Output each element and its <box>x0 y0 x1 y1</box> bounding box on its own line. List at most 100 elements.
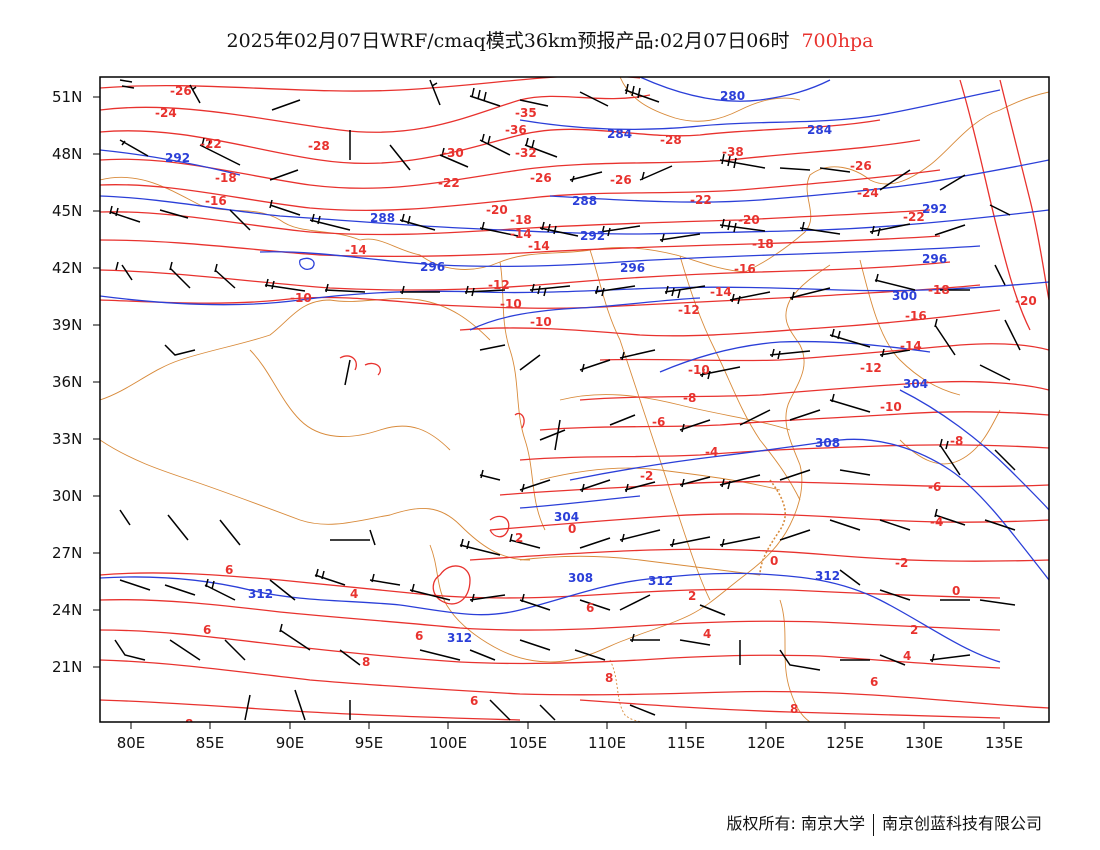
lon-label: 85E <box>196 734 225 752</box>
theta-label: 288 <box>370 211 395 225</box>
lon-label: 120E <box>747 734 785 752</box>
theta-label: 296 <box>620 261 645 275</box>
wind-barbs <box>109 79 1021 721</box>
theta-label: 292 <box>922 202 947 216</box>
temp-label: -20 <box>486 203 508 217</box>
temp-label: -18 <box>752 237 774 251</box>
theta-contours <box>100 77 1049 663</box>
temp-label: -28 <box>660 133 682 147</box>
theta-label: 296 <box>922 252 947 266</box>
temp-label: -16 <box>734 262 756 276</box>
temp-label: -10 <box>530 315 552 329</box>
temp-label: 0 <box>952 584 960 598</box>
lon-label: 125E <box>826 734 864 752</box>
longitude-axis <box>130 722 1005 729</box>
temp-label: -12 <box>860 361 882 375</box>
temp-label: -2 <box>895 556 908 570</box>
temp-label: -26 <box>170 84 192 98</box>
temp-label: 6 <box>415 629 423 643</box>
temperature-contours <box>100 77 1049 721</box>
lat-label: 24N <box>52 601 82 619</box>
title-level: 700hpa <box>801 30 874 52</box>
temp-label: 8 <box>790 702 798 716</box>
temp-label: 6 <box>870 675 878 689</box>
temp-label: 2 <box>688 589 696 603</box>
temp-label: -14 <box>900 339 922 353</box>
theta-label: 292 <box>580 229 605 243</box>
temperature-labels: -26 -24 -22 -28 -18 -16 -30 -35 -36 -32 … <box>155 84 1037 731</box>
temp-label: -18 <box>928 283 950 297</box>
temp-label: 8 <box>605 671 613 685</box>
temp-label: 2 <box>515 531 523 545</box>
temp-label: -32 <box>515 146 537 160</box>
temp-label: -12 <box>488 278 510 292</box>
theta-label: 312 <box>447 631 472 645</box>
temp-label: 8 <box>185 717 193 731</box>
temp-label: 4 <box>703 627 711 641</box>
temp-label: -14 <box>510 227 532 241</box>
temp-label: 4 <box>903 649 911 663</box>
temp-label: -22 <box>438 176 460 190</box>
lon-label: 90E <box>276 734 305 752</box>
lon-label: 95E <box>355 734 384 752</box>
lon-label: 115E <box>667 734 705 752</box>
theta-label: 308 <box>568 571 593 585</box>
temp-label: -36 <box>505 123 527 137</box>
temp-label: -16 <box>205 194 227 208</box>
temp-label: 4 <box>350 587 358 601</box>
lon-label: 105E <box>509 734 547 752</box>
latitude-axis <box>93 96 100 668</box>
temp-label: -35 <box>515 106 537 120</box>
temp-label: -8 <box>683 391 696 405</box>
footer-credit: 版权所有: 南京大学 南京创蓝科技有限公司 <box>726 810 1042 836</box>
temp-label: -18 <box>215 171 237 185</box>
temp-label: -18 <box>510 213 532 227</box>
temp-label: -20 <box>738 213 760 227</box>
lat-label: 42N <box>52 259 82 277</box>
theta-label: 292 <box>165 151 190 165</box>
temp-label: -12 <box>678 303 700 317</box>
theta-label: 304 <box>554 510 579 524</box>
lat-label: 21N <box>52 658 82 676</box>
theta-label: 312 <box>248 587 273 601</box>
map-plot-area: -26 -24 -22 -28 -18 -16 -30 -35 -36 -32 … <box>100 77 1049 731</box>
theta-label: 300 <box>892 289 917 303</box>
theta-label: 308 <box>815 436 840 450</box>
lon-label: 135E <box>985 734 1023 752</box>
temp-label: -10 <box>500 297 522 311</box>
theta-label: 288 <box>572 194 597 208</box>
theta-label: 284 <box>607 127 632 141</box>
temp-label: 6 <box>225 563 233 577</box>
theta-label: 280 <box>720 89 745 103</box>
company-text: 南京创蓝科技有限公司 <box>881 814 1042 833</box>
lat-label: 45N <box>52 202 82 220</box>
lat-label: 27N <box>52 544 82 562</box>
lat-label: 48N <box>52 145 82 163</box>
temp-label: -26 <box>850 159 872 173</box>
temp-label: -30 <box>442 146 464 160</box>
copyright-text: 版权所有: 南京大学 <box>726 814 865 833</box>
theta-label: 312 <box>648 574 673 588</box>
temp-label: 2 <box>910 623 918 637</box>
footer-divider <box>872 813 874 836</box>
theta-label: 312 <box>815 569 840 583</box>
temp-label: -14 <box>710 285 732 299</box>
title-main: 2025年02月07日WRF/cmaq模式36km预报产品:02月07日06时 <box>226 30 790 52</box>
temp-label: 0 <box>568 522 576 536</box>
lon-label: 100E <box>429 734 467 752</box>
temp-label: -22 <box>903 210 925 224</box>
latitude-labels: 51N 48N 45N 42N 39N 36N 33N 30N 27N 24N … <box>52 88 82 676</box>
temp-label: -28 <box>308 139 330 153</box>
temp-label: -22 <box>690 193 712 207</box>
lat-label: 36N <box>52 373 82 391</box>
lon-label: 110E <box>588 734 626 752</box>
temp-label: -26 <box>610 173 632 187</box>
temp-label: 6 <box>586 601 594 615</box>
temp-label: -26 <box>530 171 552 185</box>
temp-label: 0 <box>770 554 778 568</box>
temp-label: -2 <box>640 469 653 483</box>
chart-title: 2025年02月07日WRF/cmaq模式36km预报产品:02月07日06时 7… <box>0 26 1100 53</box>
temp-label: -6 <box>652 415 665 429</box>
temp-label: -10 <box>880 400 902 414</box>
